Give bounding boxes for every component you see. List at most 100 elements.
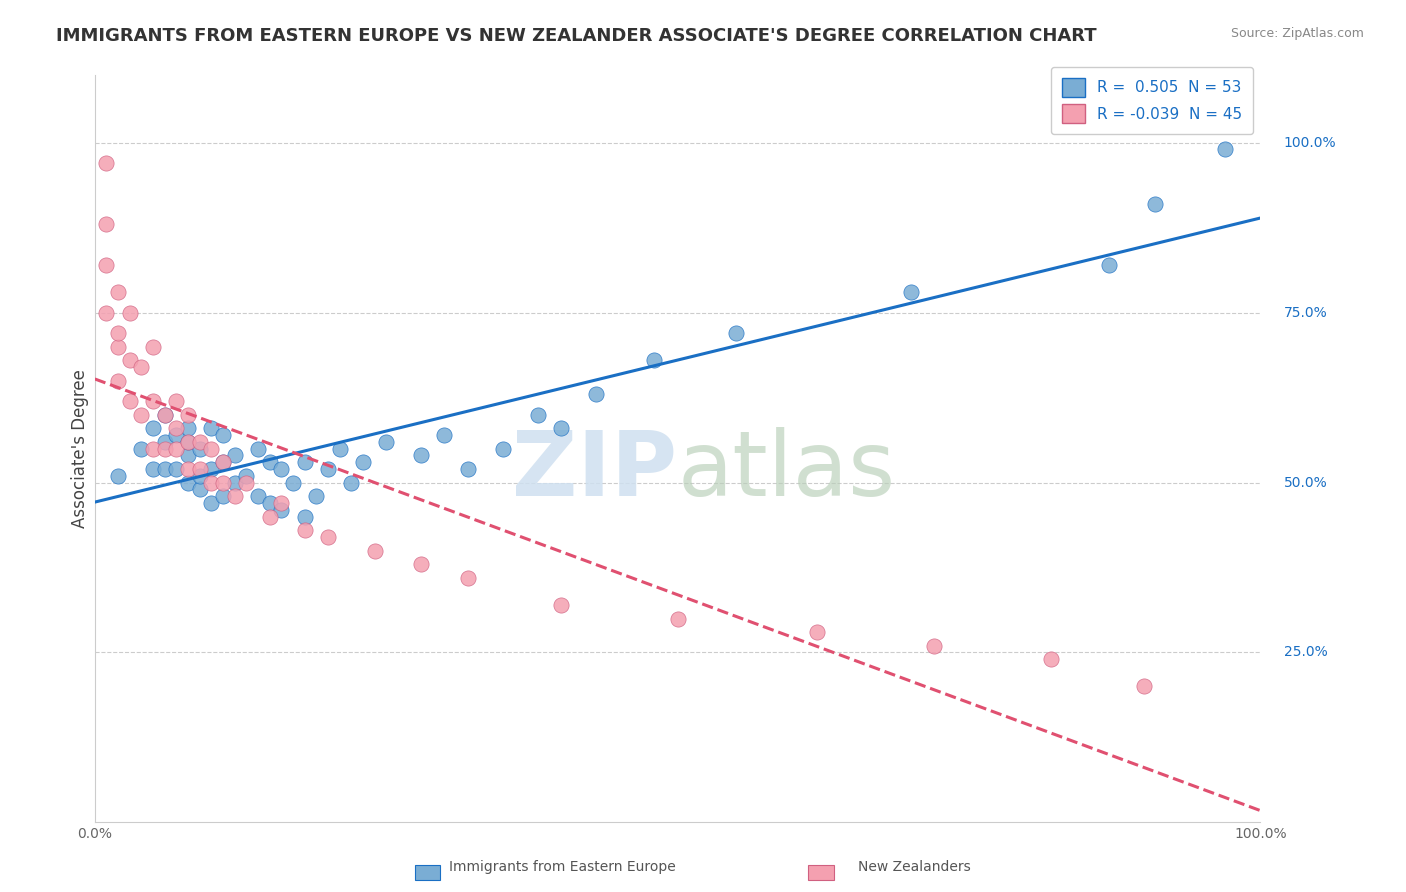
Point (200, 496, 222, 510)
Point (212, 455, 235, 469)
Point (107, 340, 129, 354)
Point (177, 408, 200, 422)
Text: 75.0%: 75.0% (1284, 306, 1327, 319)
Point (142, 462, 165, 476)
Point (118, 393, 141, 408)
Point (153, 434, 176, 449)
Point (1098, 258, 1121, 272)
Point (107, 326, 129, 340)
Point (131, 442, 153, 456)
Point (177, 421, 200, 435)
Point (270, 462, 292, 476)
Point (188, 468, 211, 483)
Point (212, 428, 235, 442)
Point (142, 393, 165, 408)
Point (153, 442, 176, 456)
Point (118, 353, 141, 368)
Point (457, 462, 479, 476)
Point (142, 340, 165, 354)
Point (212, 489, 235, 503)
Point (294, 509, 316, 524)
Point (107, 285, 129, 300)
Point (235, 475, 257, 490)
Legend: R =  0.505  N = 53, R = -0.039  N = 45: R = 0.505 N = 53, R = -0.039 N = 45 (1052, 67, 1253, 134)
Point (165, 442, 187, 456)
Text: 50.0%: 50.0% (1284, 475, 1327, 490)
Point (200, 421, 222, 435)
Y-axis label: Associate's Degree: Associate's Degree (72, 369, 89, 528)
Point (188, 462, 211, 476)
Point (165, 393, 187, 408)
Point (246, 442, 269, 456)
Point (1144, 196, 1167, 211)
Text: 100.0%: 100.0% (1284, 136, 1336, 150)
Point (363, 543, 385, 558)
Point (96, 305, 118, 319)
Point (96, 217, 118, 231)
Point (411, 557, 433, 571)
Point (107, 374, 129, 388)
Point (142, 442, 165, 456)
Point (177, 448, 200, 462)
Text: New Zealanders: New Zealanders (858, 860, 970, 874)
Point (131, 408, 153, 422)
Text: 25.0%: 25.0% (1284, 646, 1327, 659)
Point (375, 434, 398, 449)
Point (200, 442, 222, 456)
Point (724, 326, 747, 340)
Text: atlas: atlas (678, 427, 896, 515)
Point (433, 428, 456, 442)
Point (1215, 142, 1237, 156)
Point (177, 434, 200, 449)
Point (259, 455, 281, 469)
Point (212, 475, 235, 490)
Text: Immigrants from Eastern Europe: Immigrants from Eastern Europe (449, 860, 676, 874)
Point (177, 462, 200, 476)
Point (270, 496, 292, 510)
Point (235, 468, 257, 483)
Point (177, 475, 200, 490)
Point (200, 475, 222, 490)
Point (96, 258, 118, 272)
Point (200, 462, 222, 476)
Point (294, 523, 316, 537)
Text: ZIP: ZIP (512, 427, 678, 515)
Point (224, 475, 246, 490)
Point (118, 305, 141, 319)
Point (246, 489, 269, 503)
Point (188, 442, 211, 456)
Point (352, 455, 374, 469)
Point (142, 421, 165, 435)
Point (316, 462, 339, 476)
Point (153, 408, 176, 422)
Point (550, 421, 572, 435)
Point (329, 442, 352, 456)
Point (526, 408, 548, 422)
Point (585, 387, 607, 401)
Point (212, 455, 235, 469)
Point (806, 625, 828, 640)
Point (666, 611, 689, 625)
Point (188, 483, 211, 497)
Text: Source: ZipAtlas.com: Source: ZipAtlas.com (1230, 27, 1364, 40)
Point (643, 353, 665, 368)
Point (900, 285, 922, 300)
Point (550, 598, 572, 612)
Point (224, 448, 246, 462)
Point (922, 639, 945, 653)
Point (165, 462, 187, 476)
Point (294, 455, 316, 469)
Point (270, 502, 292, 516)
Point (131, 359, 153, 374)
Point (165, 428, 187, 442)
Point (165, 421, 187, 435)
Point (305, 489, 328, 503)
Text: IMMIGRANTS FROM EASTERN EUROPE VS NEW ZEALANDER ASSOCIATE'S DEGREE CORRELATION C: IMMIGRANTS FROM EASTERN EUROPE VS NEW ZE… (56, 27, 1097, 45)
Point (153, 462, 176, 476)
Point (153, 408, 176, 422)
Point (259, 496, 281, 510)
Point (340, 475, 363, 490)
Point (492, 442, 515, 456)
Point (96, 156, 118, 170)
Point (177, 434, 200, 449)
